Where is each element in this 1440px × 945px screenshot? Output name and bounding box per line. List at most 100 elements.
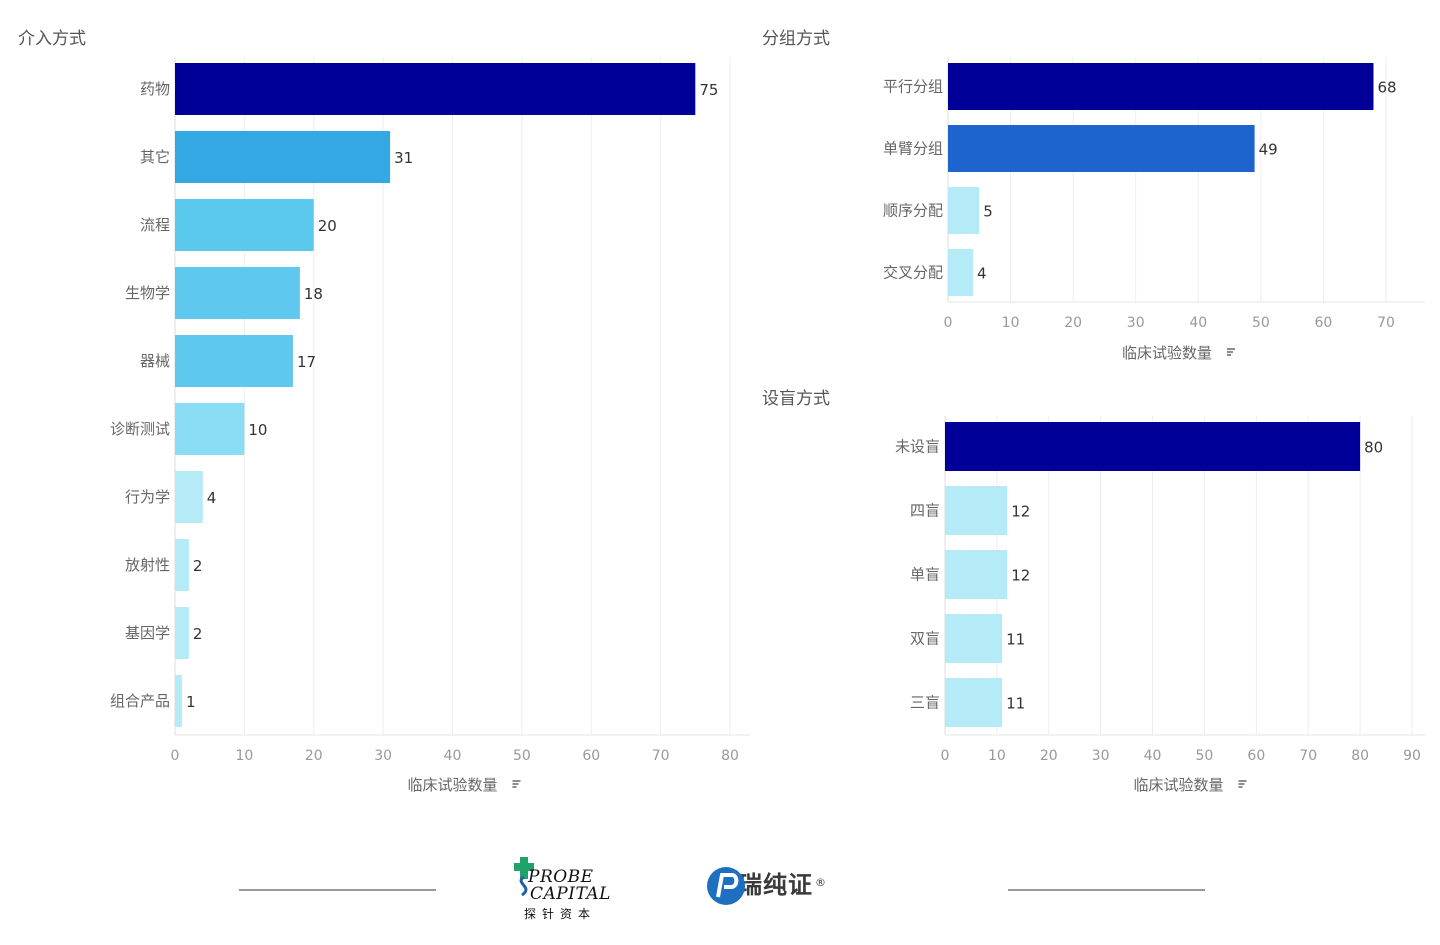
- category-label-intervention: 生物学: [125, 284, 170, 302]
- bar-blinding: [945, 486, 1008, 535]
- category-label-intervention: 药物: [140, 80, 170, 98]
- bar-blinding: [945, 678, 1003, 727]
- value-label-intervention: 18: [304, 285, 323, 303]
- value-label-blinding: 11: [1006, 695, 1025, 713]
- tick-label-intervention: 30: [374, 748, 392, 764]
- probe-capital-logo: PROBE CAPITAL 探针资本: [512, 855, 622, 925]
- category-label-intervention: 其它: [140, 148, 170, 166]
- chart-title-grouping: 分组方式: [762, 29, 830, 49]
- category-label-blinding: 双盲: [910, 630, 940, 648]
- category-label-blinding: 单盲: [910, 566, 940, 584]
- tick-label-grouping: 20: [1064, 315, 1082, 331]
- value-label-intervention: 10: [248, 421, 267, 439]
- value-label-intervention: 2: [193, 557, 203, 575]
- category-label-grouping: 单臂分组: [883, 140, 943, 158]
- bar-grouping: [948, 63, 1374, 110]
- category-label-intervention: 行为学: [125, 488, 170, 506]
- bar-grouping: [948, 249, 974, 296]
- category-label-intervention: 器械: [140, 352, 170, 370]
- axis-title-blinding: 临床试验数量: [1133, 776, 1223, 794]
- bar-intervention: [175, 403, 245, 455]
- axis-title-grouping: 临床试验数量: [1122, 344, 1212, 362]
- category-label-blinding: 四盲: [910, 502, 940, 520]
- tick-label-grouping: 40: [1189, 315, 1207, 331]
- value-label-grouping: 68: [1377, 79, 1396, 97]
- bar-intervention: [175, 335, 293, 387]
- category-label-grouping: 平行分组: [883, 78, 943, 96]
- puri-p-icon: [707, 867, 745, 905]
- value-label-blinding: 80: [1364, 439, 1383, 457]
- value-label-grouping: 4: [977, 265, 987, 283]
- tick-label-grouping: 50: [1252, 315, 1270, 331]
- probe-logo-chinese: 探针资本: [524, 907, 597, 921]
- bar-intervention: [175, 63, 696, 115]
- bar-intervention: [175, 539, 189, 591]
- bar-grouping: [948, 187, 980, 234]
- tick-label-intervention: 10: [235, 748, 253, 764]
- tick-label-blinding: 50: [1196, 748, 1214, 764]
- value-label-intervention: 1: [186, 693, 196, 711]
- bar-blinding: [945, 550, 1008, 599]
- value-label-intervention: 17: [297, 353, 316, 371]
- category-label-intervention: 组合产品: [110, 692, 170, 710]
- tick-label-grouping: 0: [944, 315, 953, 331]
- bar-grouping: [948, 125, 1255, 172]
- tick-label-blinding: 30: [1092, 748, 1110, 764]
- category-label-grouping: 顺序分配: [883, 202, 943, 220]
- probe-logo-line1: PROBE: [528, 867, 594, 887]
- tick-label-intervention: 70: [652, 748, 670, 764]
- value-label-blinding: 12: [1011, 503, 1030, 521]
- registered-mark: ®: [815, 876, 826, 889]
- tick-label-grouping: 70: [1377, 315, 1395, 331]
- axis-title-intervention: 临床试验数量: [407, 776, 497, 794]
- value-label-grouping: 49: [1259, 141, 1278, 159]
- tick-label-intervention: 50: [513, 748, 531, 764]
- category-label-intervention: 基因学: [125, 624, 170, 642]
- tick-label-blinding: 10: [988, 748, 1006, 764]
- category-label-intervention: 流程: [140, 216, 170, 234]
- bar-intervention: [175, 471, 203, 523]
- tick-label-blinding: 20: [1040, 748, 1058, 764]
- category-label-grouping: 交叉分配: [883, 264, 943, 282]
- tick-label-grouping: 30: [1127, 315, 1145, 331]
- bar-blinding: [945, 422, 1361, 471]
- footer-divider-right: [1008, 889, 1205, 891]
- tick-label-blinding: 90: [1403, 748, 1421, 764]
- tick-label-blinding: 80: [1351, 748, 1369, 764]
- category-label-intervention: 放射性: [125, 556, 170, 574]
- category-label-blinding: 三盲: [910, 694, 940, 712]
- tick-label-blinding: 40: [1144, 748, 1162, 764]
- bar-intervention: [175, 199, 314, 251]
- value-label-intervention: 4: [207, 489, 217, 507]
- tick-label-intervention: 40: [444, 748, 462, 764]
- bar-intervention: [175, 131, 391, 183]
- bar-intervention: [175, 267, 300, 319]
- footer-divider-left: [239, 889, 436, 891]
- value-label-blinding: 12: [1011, 567, 1030, 585]
- probe-cross-icon: [514, 857, 534, 897]
- category-label-blinding: 未设盲: [895, 438, 940, 456]
- bar-intervention: [175, 675, 182, 727]
- tick-label-grouping: 60: [1315, 315, 1333, 331]
- tick-label-grouping: 10: [1002, 315, 1020, 331]
- bar-intervention: [175, 607, 189, 659]
- chart-title-intervention: 介入方式: [18, 29, 86, 49]
- tick-label-intervention: 60: [582, 748, 600, 764]
- value-label-intervention: 31: [394, 149, 413, 167]
- tick-label-intervention: 20: [305, 748, 323, 764]
- value-label-intervention: 20: [318, 217, 337, 235]
- value-label-blinding: 11: [1006, 631, 1025, 649]
- puri-logo: 普瑞纯证 ®: [705, 865, 826, 905]
- chart-title-blinding: 设盲方式: [762, 389, 830, 409]
- value-label-intervention: 75: [699, 81, 718, 99]
- tick-label-blinding: 60: [1247, 748, 1265, 764]
- value-label-grouping: 5: [983, 203, 993, 221]
- probe-logo-line2: CAPITAL: [530, 884, 611, 904]
- tick-label-blinding: 70: [1299, 748, 1317, 764]
- category-label-intervention: 诊断测试: [110, 420, 170, 438]
- tick-label-intervention: 80: [721, 748, 739, 764]
- bar-blinding: [945, 614, 1003, 663]
- tick-label-intervention: 0: [171, 748, 180, 764]
- value-label-intervention: 2: [193, 625, 203, 643]
